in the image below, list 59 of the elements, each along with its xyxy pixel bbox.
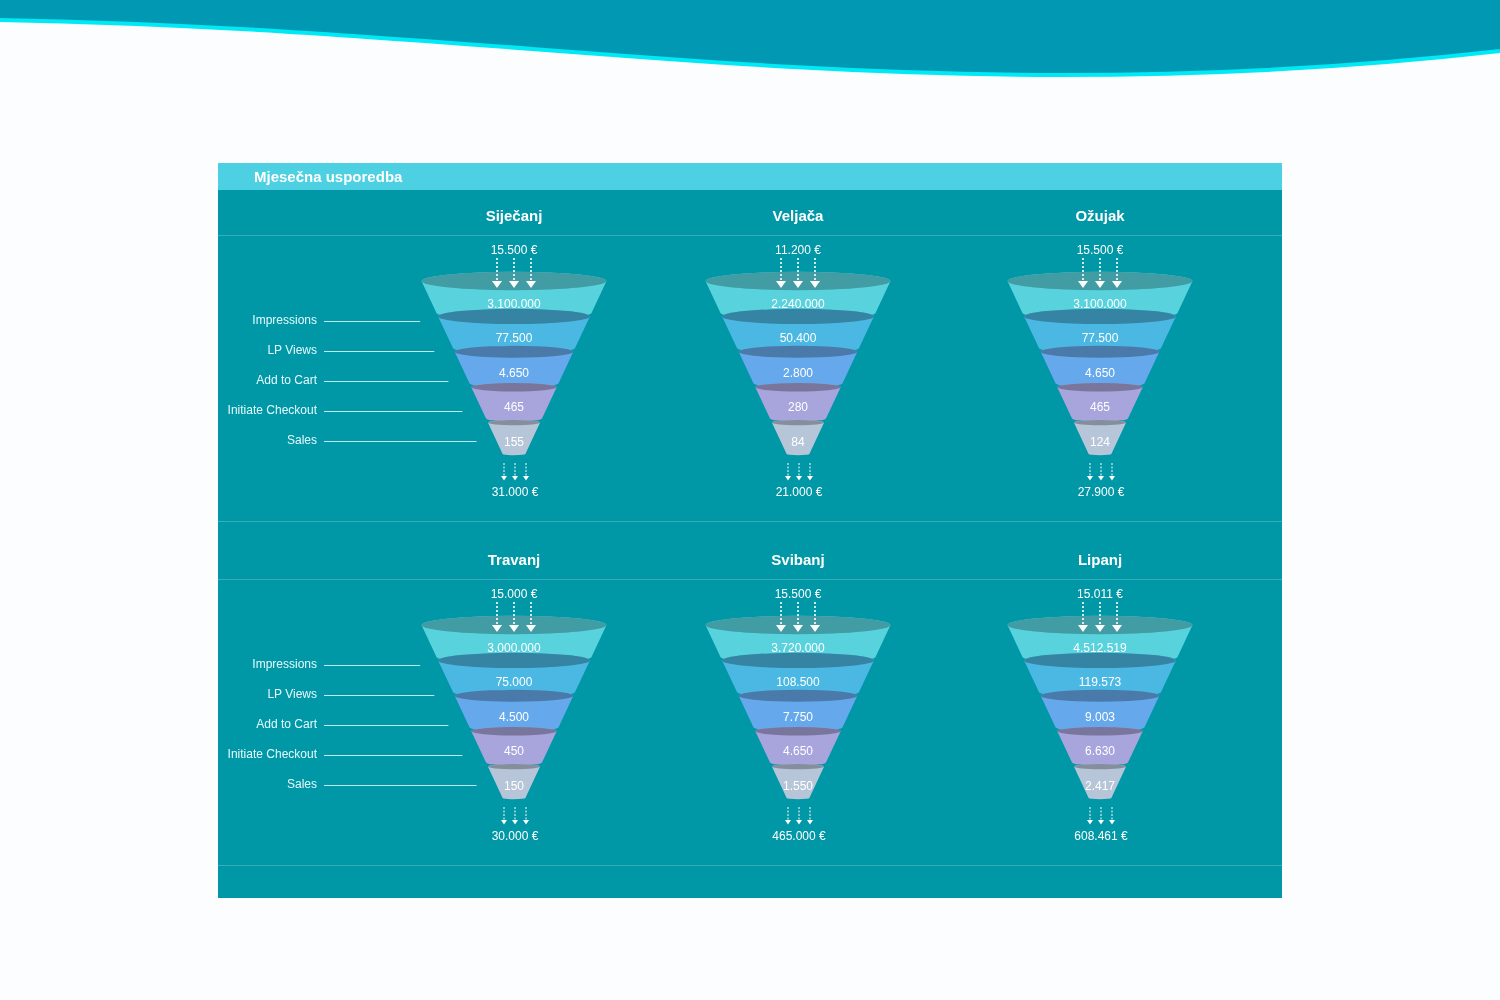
text: Travanj: [487, 551, 541, 569]
data-label: 84: [791, 434, 805, 449]
data-label: 75.000: [495, 675, 533, 690]
text: Veljača: [772, 207, 824, 225]
data-label: 3.000.000: [487, 640, 542, 655]
data-label: 2.417: [1084, 778, 1116, 793]
data-label: 4.512.519: [1073, 640, 1128, 655]
data-label: 4.500: [498, 709, 530, 724]
category-label: LP Views: [267, 343, 317, 358]
data-label: 280: [787, 400, 809, 415]
category-label: Sales: [286, 777, 317, 792]
data-label: 77.500: [495, 331, 533, 346]
data-label: 2.240.000: [771, 296, 826, 311]
data-label: 150: [503, 778, 525, 793]
text: 15.500 €: [774, 587, 822, 602]
text: 15.000 €: [490, 587, 538, 602]
data-label: 4.650: [782, 744, 814, 759]
text: 21.000 €: [775, 485, 823, 500]
text: 15.500 €: [490, 243, 538, 258]
data-label: 465: [503, 400, 525, 415]
data-label: 9.003: [1084, 709, 1116, 724]
data-label: 4.650: [1084, 365, 1116, 380]
category-label: Impressions: [252, 657, 317, 672]
text: 27.900 €: [1077, 485, 1125, 500]
data-label: 124: [1089, 434, 1111, 449]
text: Mjesečna usporedba: [218, 163, 1282, 190]
text: Lipanj: [1077, 551, 1123, 569]
text: 15.011 €: [1077, 587, 1124, 602]
data-label: 1.550: [782, 778, 814, 793]
text: 30.000 €: [491, 829, 539, 844]
data-label: 450: [503, 744, 525, 759]
data-label: 119.573: [1078, 675, 1122, 690]
category-label: LP Views: [267, 687, 317, 702]
data-label: 108.500: [776, 675, 821, 690]
category-label: Impressions: [252, 313, 317, 328]
data-label: 2.800: [782, 365, 814, 380]
text: 608.461 €: [1074, 829, 1129, 844]
data-label: 6.630: [1084, 744, 1116, 759]
text: 465.000 €: [772, 829, 827, 844]
category-label: Initiate Checkout: [227, 403, 318, 418]
data-label: 4.650: [498, 365, 530, 380]
data-label: 50.400: [779, 331, 817, 346]
data-label: 155: [503, 434, 525, 449]
category-label: Initiate Checkout: [227, 747, 318, 762]
data-label: 7.750: [782, 709, 814, 724]
text: Siječanj: [485, 207, 543, 225]
category-label: Add to Cart: [256, 717, 318, 732]
text: Ožujak: [1075, 207, 1125, 225]
category-label: Add to Cart: [256, 373, 318, 388]
category-label: Sales: [286, 433, 317, 448]
data-label: 3.720.000: [771, 640, 826, 655]
data-label: 465: [1089, 400, 1111, 415]
data-label: 77.500: [1081, 331, 1119, 346]
text: 11.200 €: [775, 243, 822, 258]
text: 31.000 €: [491, 485, 539, 500]
text: Svibanj: [771, 551, 825, 569]
text: 15.500 €: [1076, 243, 1124, 258]
data-label: 3.100.000: [1073, 296, 1128, 311]
data-label: 3.100.000: [487, 296, 542, 311]
